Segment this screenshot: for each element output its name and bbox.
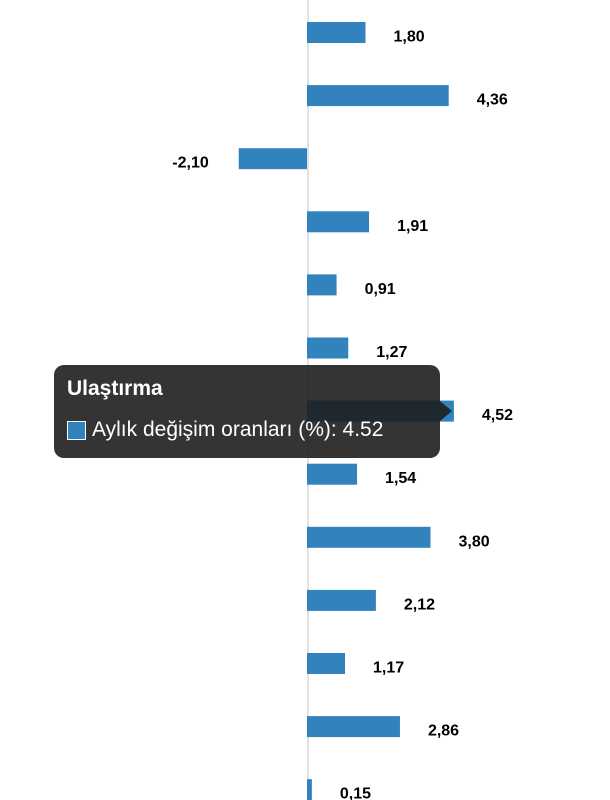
data-label-4: 0,91 bbox=[365, 281, 396, 298]
bar-8[interactable] bbox=[307, 526, 431, 548]
data-label-3: 1,91 bbox=[397, 218, 428, 235]
data-label-11: 2,86 bbox=[428, 723, 459, 740]
tooltip: Ulaştırma Aylık değişim oranları (%): 4.… bbox=[54, 365, 440, 458]
data-label-12: 0,15 bbox=[340, 786, 371, 800]
tooltip-row: Aylık değişim oranları (%): 4.52 bbox=[67, 417, 427, 443]
data-label-6: 4,52 bbox=[482, 407, 513, 424]
data-label-8: 3,80 bbox=[459, 533, 490, 550]
bar-1[interactable] bbox=[307, 85, 449, 107]
bar-0[interactable] bbox=[307, 22, 366, 43]
bar-3[interactable] bbox=[307, 211, 370, 233]
data-label-2: -2,10 bbox=[172, 155, 209, 172]
bar-9[interactable] bbox=[307, 589, 376, 611]
bar-11[interactable] bbox=[307, 716, 400, 738]
tooltip-caret bbox=[440, 401, 452, 421]
data-labels-group: 1,80 4,36 -2,10 1,91 0,91 1,27 4,52 1,54 3,80 2,1… bbox=[172, 29, 513, 800]
data-label-7: 1,54 bbox=[385, 470, 416, 487]
tooltip-separator: : bbox=[330, 418, 343, 441]
data-label-5: 1,27 bbox=[376, 344, 407, 361]
data-label-0: 1,80 bbox=[394, 29, 425, 46]
tooltip-title: Ulaştırma bbox=[67, 377, 163, 400]
bar-4[interactable] bbox=[307, 274, 337, 296]
tooltip-series-swatch bbox=[67, 420, 86, 440]
bar-12[interactable] bbox=[307, 779, 312, 800]
data-label-10: 1,17 bbox=[373, 660, 404, 677]
bar-2[interactable] bbox=[238, 148, 307, 170]
bar-7[interactable] bbox=[307, 463, 358, 485]
data-label-9: 2,12 bbox=[404, 596, 435, 613]
bar-5[interactable] bbox=[307, 337, 349, 359]
data-label-1: 4,36 bbox=[477, 92, 508, 109]
tooltip-value: 4.52 bbox=[342, 418, 384, 441]
bar-10[interactable] bbox=[307, 653, 346, 674]
tooltip-series-label: Aylık değişim oranları (%) bbox=[92, 418, 331, 441]
